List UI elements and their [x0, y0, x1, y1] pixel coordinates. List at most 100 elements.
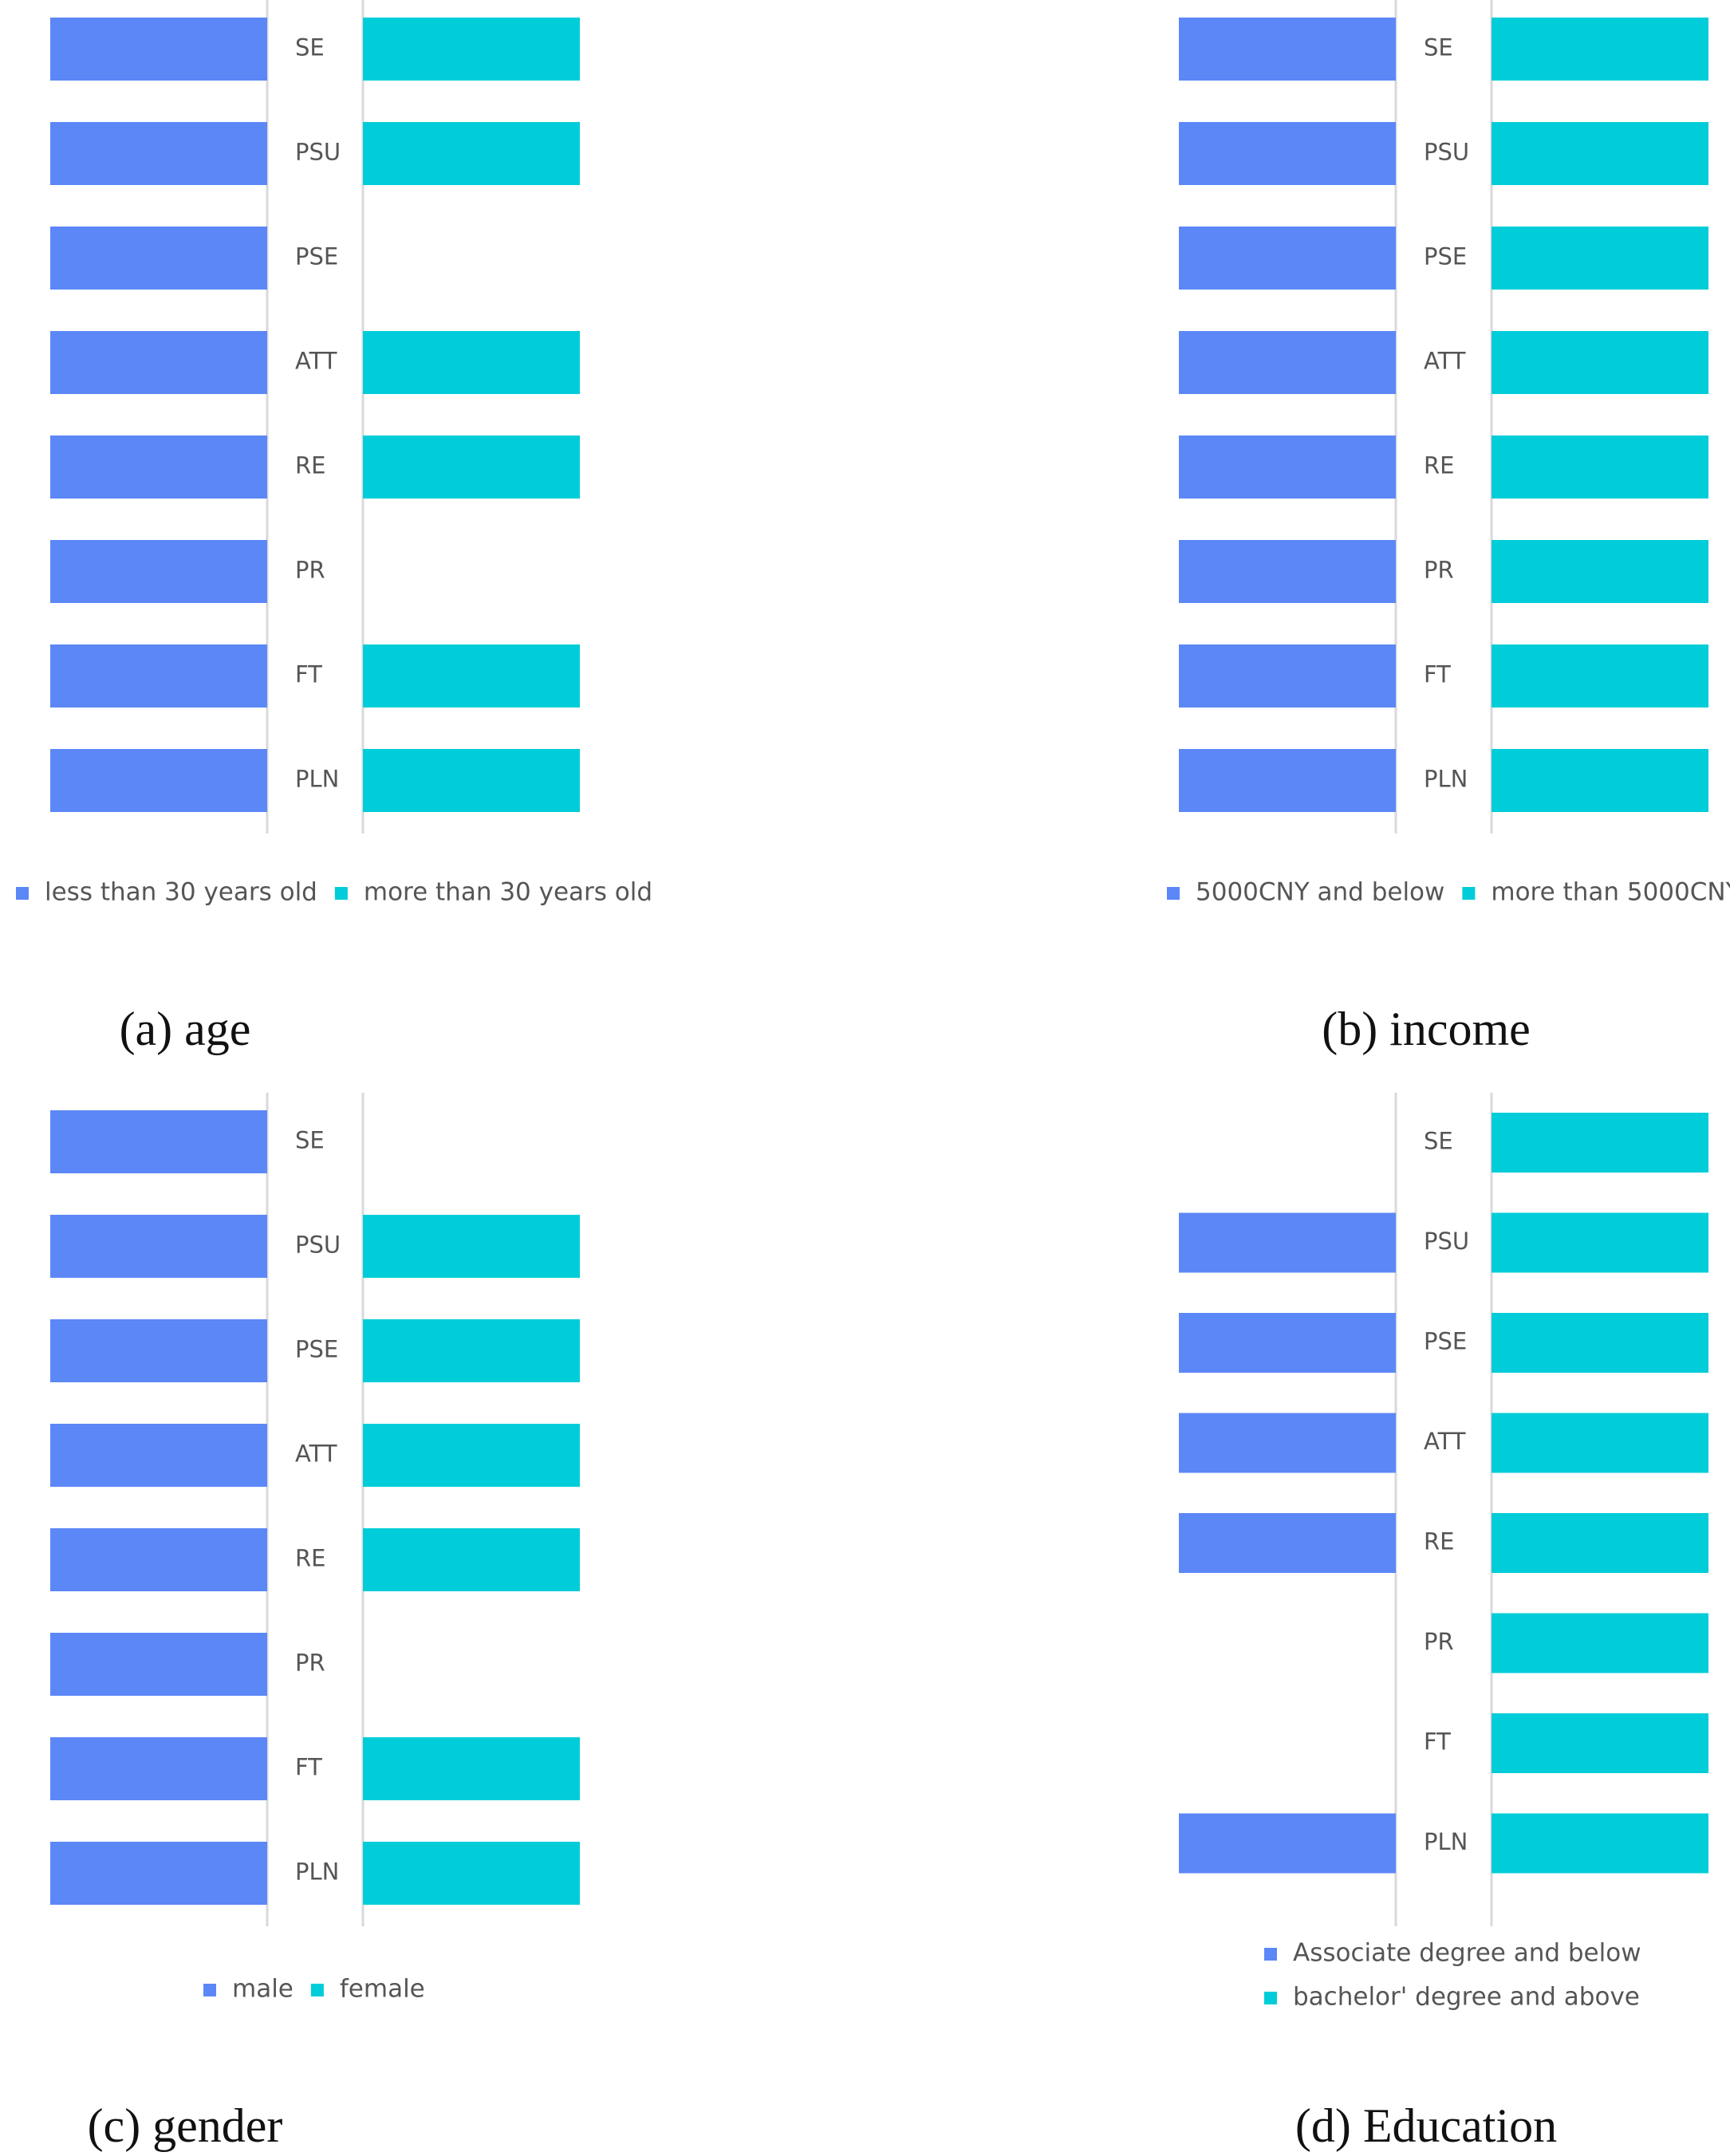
- category-label-re: RE: [1424, 452, 1454, 479]
- chart-caption: (b) income: [1322, 1003, 1531, 1055]
- bar-more-than-30-years-old-se: [363, 18, 580, 81]
- bar-bachelor-degree-and-above-pse: [1492, 1313, 1708, 1373]
- category-label-att: ATT: [295, 1441, 337, 1468]
- category-label-psu: PSU: [1424, 139, 1469, 166]
- legend-swatch-right: [334, 887, 348, 900]
- category-label-psu: PSU: [295, 1232, 341, 1259]
- legend-label-left: Associate degree and below: [1293, 1939, 1641, 1968]
- category-label-pr: PR: [295, 557, 325, 584]
- legend-swatch-left: [16, 887, 29, 900]
- category-label-re: RE: [1424, 1528, 1454, 1555]
- bar-less-than-30-years-old-pse: [50, 227, 267, 290]
- bar-more-than-5000cny-re: [1492, 436, 1708, 499]
- legend-swatch-right: [1462, 887, 1476, 900]
- bar-female-pse: [363, 1319, 580, 1382]
- bar-bachelor-degree-and-above-pr: [1492, 1613, 1708, 1673]
- chart-income: SE PSU PSE ATT RE PR FT PLN 5000CNY and below mor…: [1167, 0, 1730, 1055]
- legend-swatch-right: [1264, 1992, 1277, 2004]
- category-label-se: SE: [1424, 1128, 1453, 1155]
- bar-5000cny-and-below-pln: [1179, 749, 1396, 812]
- category-label-pln: PLN: [295, 766, 339, 793]
- bar-female-att: [363, 1424, 580, 1487]
- bar-less-than-30-years-old-se: [50, 18, 267, 81]
- bar-5000cny-and-below-re: [1179, 436, 1396, 499]
- bar-5000cny-and-below-pr: [1179, 540, 1396, 603]
- bar-bachelor-degree-and-above-se: [1492, 1113, 1708, 1173]
- category-label-se: SE: [295, 1127, 325, 1154]
- chart-gender: SE PSU PSE ATT RE PR FT PLN male female (c) gender: [50, 1093, 580, 2152]
- category-label-pln: PLN: [295, 1858, 339, 1886]
- bar-5000cny-and-below-pse: [1179, 227, 1396, 290]
- category-label-psu: PSU: [1424, 1228, 1469, 1255]
- bar-male-pr: [50, 1633, 267, 1696]
- chart-panel-education: SE PSU PSE ATT RE PR FT PLN Associate degree and…: [1129, 1093, 1730, 2156]
- bar-less-than-30-years-old-pr: [50, 540, 267, 603]
- bar-more-than-5000cny-psu: [1492, 122, 1708, 185]
- category-label-ft: FT: [1424, 1728, 1451, 1756]
- category-label-ft: FT: [295, 1754, 322, 1781]
- bar-bachelor-degree-and-above-psu: [1492, 1212, 1708, 1273]
- bar-more-than-30-years-old-pln: [363, 749, 580, 812]
- chart-caption: (c) gender: [88, 2099, 283, 2152]
- bar-associate-degree-and-below-pln: [1179, 1813, 1396, 1874]
- bar-associate-degree-and-below-re: [1179, 1513, 1396, 1573]
- bar-less-than-30-years-old-ft: [50, 644, 267, 707]
- bar-less-than-30-years-old-re: [50, 436, 267, 499]
- category-label-pse: PSE: [1424, 1328, 1467, 1355]
- category-label-att: ATT: [1424, 348, 1466, 375]
- bar-less-than-30-years-old-pln: [50, 749, 267, 812]
- category-label-ft: FT: [1424, 661, 1451, 688]
- bar-female-psu: [363, 1215, 580, 1278]
- bar-more-than-30-years-old-ft: [363, 644, 580, 707]
- category-label-att: ATT: [295, 348, 337, 375]
- bar-male-se: [50, 1110, 267, 1173]
- bar-male-re: [50, 1528, 267, 1591]
- legend-label-right: more than 5000CNY: [1491, 878, 1730, 907]
- bar-5000cny-and-below-att: [1179, 331, 1396, 394]
- bar-female-re: [363, 1528, 580, 1591]
- chart-age: SE PSU PSE ATT RE PR FT PLN less than 30 years o…: [16, 0, 652, 1055]
- bar-more-than-5000cny-pse: [1492, 227, 1708, 290]
- bar-more-than-30-years-old-psu: [363, 122, 580, 185]
- chart-panel-gender: SE PSU PSE ATT RE PR FT PLN male female (c) gender: [0, 1093, 606, 2156]
- category-label-pr: PR: [1424, 1628, 1454, 1655]
- bar-more-than-5000cny-se: [1492, 18, 1708, 81]
- category-label-re: RE: [295, 1545, 325, 1572]
- chart-caption: (d) Education: [1295, 2099, 1557, 2152]
- bar-male-pln: [50, 1842, 267, 1905]
- bar-less-than-30-years-old-psu: [50, 122, 267, 185]
- bar-5000cny-and-below-se: [1179, 18, 1396, 81]
- bar-more-than-5000cny-pr: [1492, 540, 1708, 603]
- legend-swatch-left: [1264, 1948, 1277, 1961]
- legend-label-right: more than 30 years old: [364, 878, 652, 907]
- legend-swatch-left: [1167, 887, 1180, 900]
- category-label-pse: PSE: [295, 243, 338, 270]
- bar-bachelor-degree-and-above-ft: [1492, 1713, 1708, 1773]
- legend-label-right: bachelor' degree and above: [1293, 1983, 1640, 2012]
- bar-5000cny-and-below-ft: [1179, 644, 1396, 707]
- category-label-pr: PR: [1424, 557, 1454, 584]
- legend-label-left: less than 30 years old: [45, 878, 317, 907]
- bar-male-pse: [50, 1319, 267, 1382]
- bar-female-pln: [363, 1842, 580, 1905]
- legend-swatch-left: [203, 1984, 216, 1996]
- bar-5000cny-and-below-psu: [1179, 122, 1396, 185]
- legend-label-left: male: [232, 1975, 294, 2004]
- bar-associate-degree-and-below-psu: [1179, 1212, 1396, 1273]
- category-label-se: SE: [1424, 34, 1453, 61]
- category-label-pr: PR: [295, 1650, 325, 1677]
- bar-more-than-5000cny-att: [1492, 331, 1708, 394]
- bar-more-than-30-years-old-re: [363, 436, 580, 499]
- category-label-psu: PSU: [295, 139, 341, 166]
- bar-bachelor-degree-and-above-re: [1492, 1513, 1708, 1573]
- legend-label-right: female: [340, 1975, 425, 2004]
- bar-associate-degree-and-below-pse: [1179, 1313, 1396, 1373]
- bar-bachelor-degree-and-above-att: [1492, 1413, 1708, 1473]
- category-label-pse: PSE: [1424, 243, 1467, 270]
- bar-less-than-30-years-old-att: [50, 331, 267, 394]
- bar-more-than-30-years-old-att: [363, 331, 580, 394]
- chart-education: SE PSU PSE ATT RE PR FT PLN Associate degree and…: [1179, 1093, 1708, 2152]
- chart-panel-age: SE PSU PSE ATT RE PR FT PLN less than 30 years o…: [0, 0, 652, 1085]
- legend-swatch-right: [310, 1984, 324, 1996]
- bar-male-psu: [50, 1215, 267, 1278]
